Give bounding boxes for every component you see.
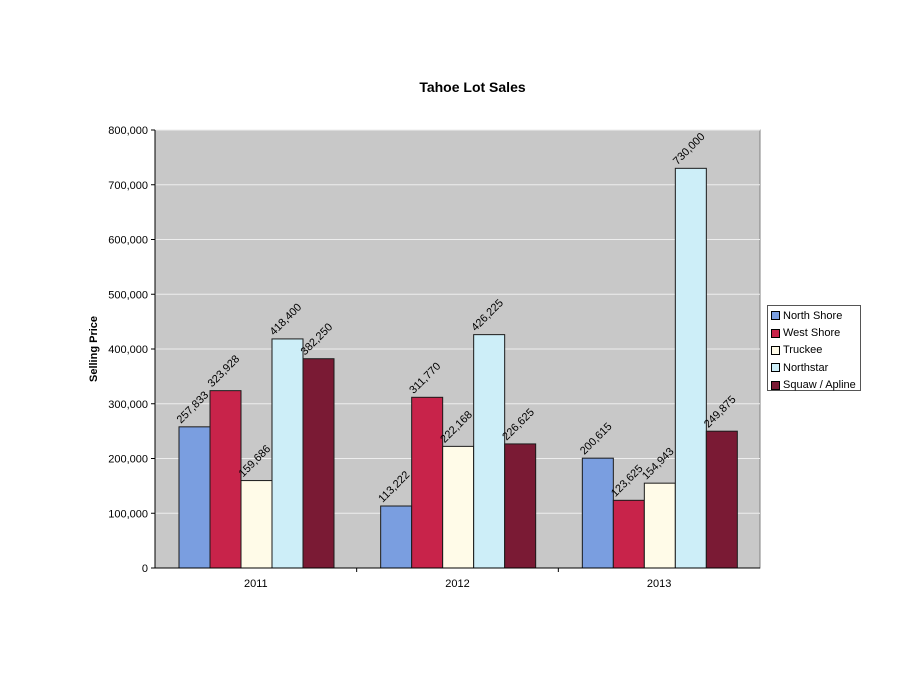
- bar: [674, 167, 707, 569]
- chart-title: Tahoe Lot Sales: [419, 79, 526, 95]
- y-tick-label: 500,000: [108, 289, 148, 301]
- legend-label: Squaw / Apline: [783, 379, 856, 392]
- bar: [209, 390, 242, 569]
- bar: [302, 358, 335, 569]
- legend-swatch: [771, 311, 780, 321]
- legend-label: Northstar: [783, 361, 829, 374]
- bar: [705, 430, 738, 569]
- bar: [442, 445, 475, 569]
- legend-swatch: [771, 380, 780, 390]
- bar: [473, 334, 506, 569]
- bar: [612, 499, 645, 569]
- legend-swatch: [771, 345, 780, 355]
- y-tick-label: 100,000: [108, 508, 148, 520]
- bar: [504, 443, 537, 569]
- bar: [178, 426, 211, 569]
- bar: [240, 480, 273, 569]
- legend-item: North Shore: [771, 307, 860, 324]
- legend-label: Truckee: [783, 344, 823, 357]
- y-tick-label: 400,000: [108, 344, 148, 356]
- bar: [643, 482, 676, 569]
- bar: [380, 505, 413, 569]
- x-tick-label: 2011: [244, 578, 268, 590]
- bar: [271, 338, 304, 569]
- y-tick-label: 800,000: [108, 125, 148, 137]
- legend-swatch: [771, 328, 780, 338]
- legend-label: West Shore: [783, 327, 841, 340]
- y-tick-label: 300,000: [108, 399, 148, 411]
- y-axis-label: Selling Price: [88, 316, 100, 382]
- legend-item: West Shore: [771, 324, 860, 341]
- y-tick-label: 700,000: [108, 180, 148, 192]
- y-tick-label: 200,000: [108, 454, 148, 466]
- legend-item: Squaw / Apline: [771, 377, 860, 394]
- x-tick-label: 2012: [445, 578, 469, 590]
- legend-swatch: [771, 363, 780, 373]
- y-tick-label: 0: [142, 563, 148, 575]
- legend: North Shore West Shore Truckee Northstar Squ…: [767, 305, 861, 391]
- x-tick-label: 2013: [647, 578, 671, 590]
- legend-item: Truckee: [771, 342, 860, 359]
- legend-item: Northstar: [771, 359, 860, 376]
- bar: [411, 396, 444, 569]
- legend-label: North Shore: [783, 309, 843, 322]
- y-tick-label: 600,000: [108, 235, 148, 247]
- bar: [581, 457, 614, 569]
